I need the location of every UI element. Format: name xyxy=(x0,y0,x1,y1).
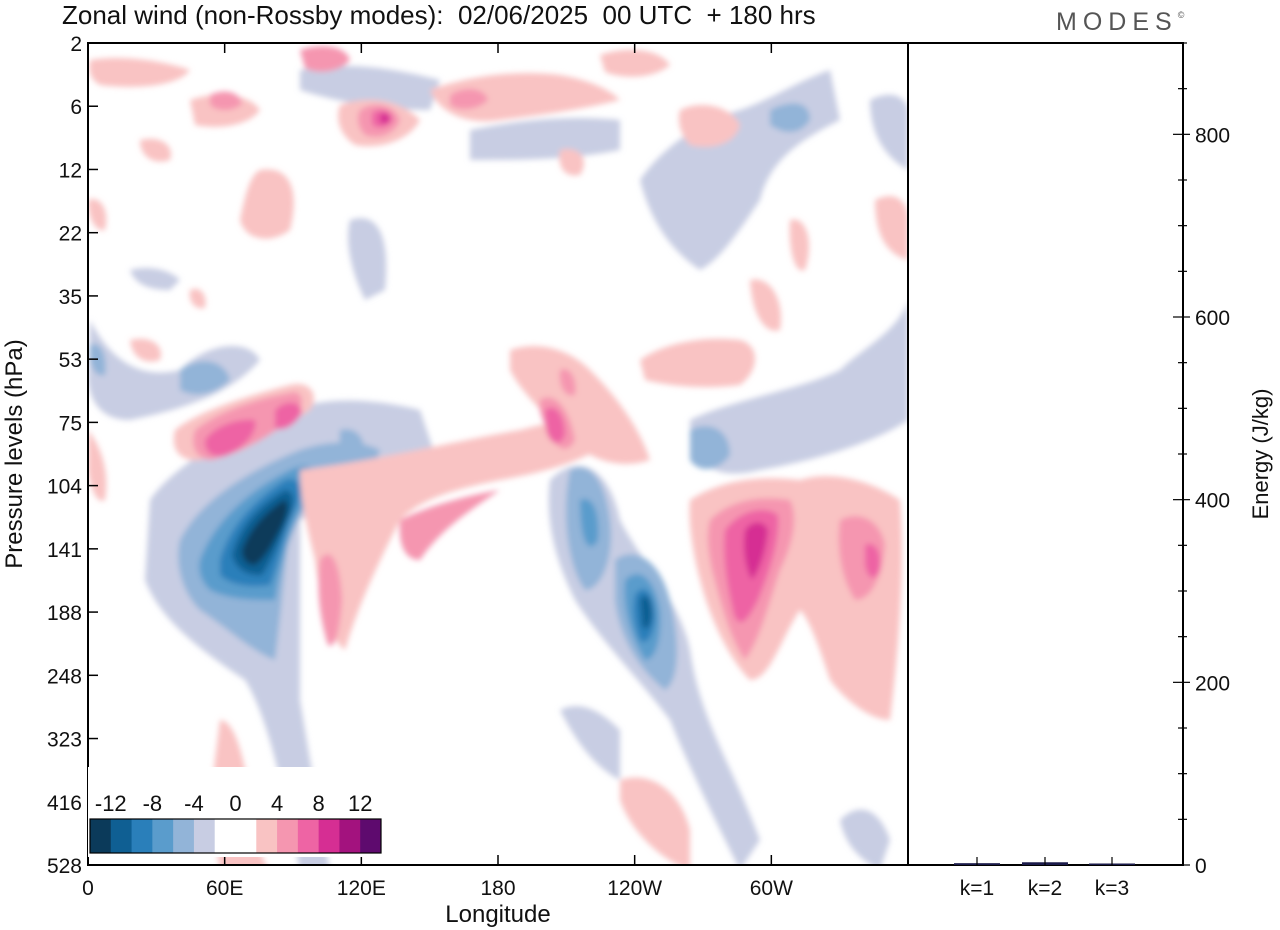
y-tick-label: 188 xyxy=(47,602,82,625)
modes-logo: MODES© xyxy=(1056,8,1184,37)
x-tick-label: 120W xyxy=(607,877,662,900)
y-tick-label: 323 xyxy=(47,729,82,752)
colorbar-swatch xyxy=(360,819,382,853)
x-tick-label: 120E xyxy=(337,877,386,900)
energy-tick-label: 600 xyxy=(1195,307,1230,330)
y-tick-label: 248 xyxy=(47,665,82,688)
y-tick-label: 12 xyxy=(59,159,82,182)
colorbar-label: -8 xyxy=(143,791,163,816)
energy-tick-label: 200 xyxy=(1195,672,1230,695)
x-tick-label: 0 xyxy=(82,877,94,900)
x-tick-label: 180 xyxy=(480,877,515,900)
colorbar-swatch xyxy=(110,819,133,853)
y-tick-label: 528 xyxy=(47,855,82,878)
y-tick-label: 2 xyxy=(70,33,82,56)
colorbar-swatch xyxy=(193,819,216,853)
colorbar-swatch xyxy=(339,819,361,853)
y-tick-label: 104 xyxy=(47,476,82,499)
y-tick-label: 6 xyxy=(70,96,82,119)
chart-title: Zonal wind (non-Rossby modes): 02/06/202… xyxy=(62,0,816,30)
colorbar-swatch xyxy=(318,819,340,853)
y-tick-label: 53 xyxy=(59,349,82,372)
colorbar-label: -4 xyxy=(184,791,204,816)
bar-label: k=2 xyxy=(1028,877,1062,900)
y-tick-label: 75 xyxy=(59,412,82,435)
energy-tick-label: 0 xyxy=(1195,855,1207,878)
colorbar-label: 8 xyxy=(313,791,325,816)
y-axis-label: Pressure levels (hPa) xyxy=(1,339,28,568)
colorbar-swatch xyxy=(152,819,174,853)
colorbar-swatch xyxy=(214,819,236,853)
x-axis: 0 60E 120E 180 120W 60W xyxy=(82,43,793,900)
colorbar-swatch xyxy=(90,819,112,853)
energy-axis-label: Energy (J/kg) xyxy=(1248,389,1273,520)
colorbar-label: 12 xyxy=(348,791,372,816)
colorbar-label: 0 xyxy=(229,791,241,816)
contour-field xyxy=(88,46,908,865)
colorbar-swatch xyxy=(173,819,195,853)
colorbar: -12 -8 -4 0 4 8 12 xyxy=(88,767,385,857)
energy-bars: k=1 k=2 k=3 xyxy=(954,857,1135,900)
energy-tick-label: 400 xyxy=(1195,490,1230,513)
colorbar-label: -12 xyxy=(95,791,127,816)
bar-label: k=3 xyxy=(1095,877,1129,900)
x-tick-label: 60E xyxy=(206,877,243,900)
x-tick-label: 60W xyxy=(750,877,793,900)
colorbar-swatch xyxy=(256,819,278,853)
colorbar-label: 4 xyxy=(271,791,283,816)
colorbar-swatch xyxy=(131,819,153,853)
energy-axis: 0 200 400 600 800 xyxy=(1173,42,1230,878)
colorbar-swatch xyxy=(235,819,257,853)
bar-label: k=1 xyxy=(960,877,994,900)
logo-text: MODES xyxy=(1056,8,1178,36)
colorbar-swatch xyxy=(297,819,320,853)
x-axis-label: Longitude xyxy=(445,901,550,928)
colorbar-swatch xyxy=(277,819,299,853)
logo-mark: © xyxy=(1177,10,1185,20)
y-axis: 2 6 12 22 35 53 75 104 141 188 248 323 416 528 xyxy=(47,33,98,878)
y-tick-label: 22 xyxy=(59,223,82,246)
y-tick-label: 416 xyxy=(47,792,82,815)
y-tick-label: 141 xyxy=(47,539,82,562)
energy-tick-label: 800 xyxy=(1195,124,1230,147)
energy-frame xyxy=(907,42,1184,866)
colorbar-frame xyxy=(89,818,382,854)
y-tick-label: 35 xyxy=(59,286,82,309)
